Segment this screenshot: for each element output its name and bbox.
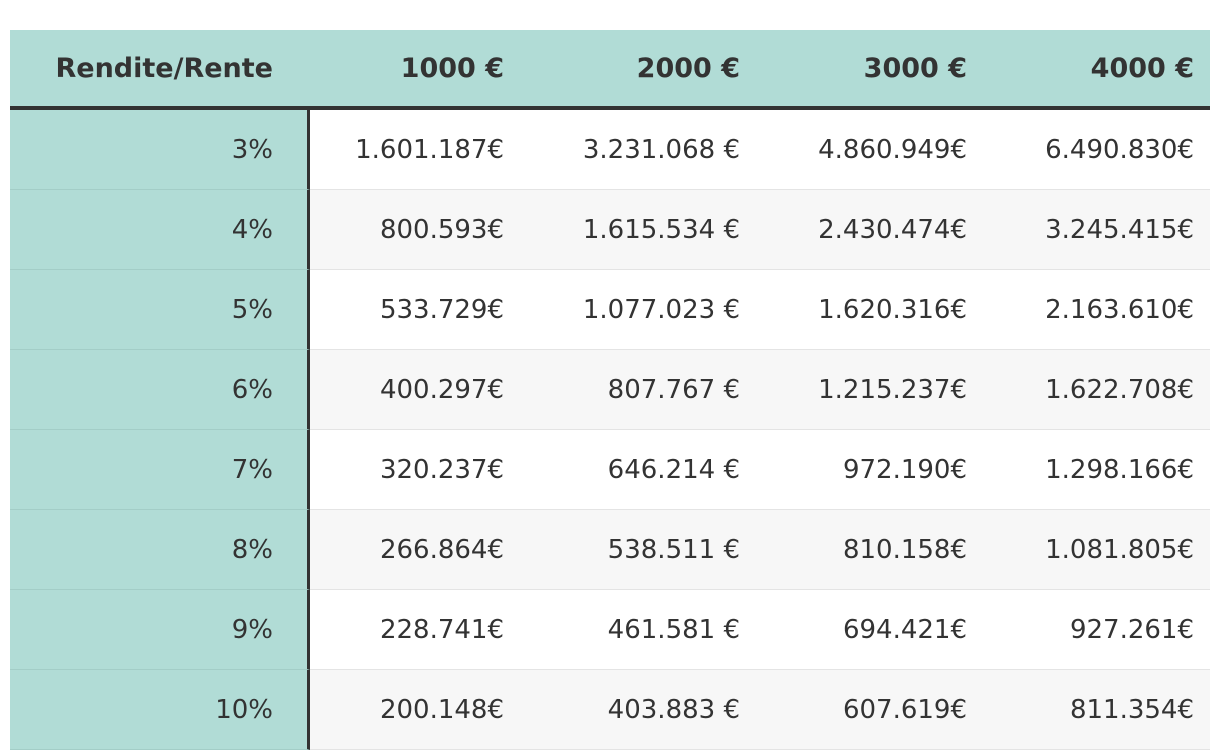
row-rate: 5% [10,270,310,350]
row-value-1000: 533.729€ [310,270,518,350]
row-value-1000: 228.741€ [310,590,518,670]
header-1000: 1000 € [400,52,504,84]
row-value-1000: 266.864€ [310,510,518,590]
row-rate: 3% [10,110,310,190]
row-value-4000: 1.081.805€ [981,510,1210,590]
row-rate: 8% [10,510,310,590]
row-value-4000: 3.245.415€ [981,190,1210,270]
row-value-3000: 1.215.237€ [754,350,981,430]
row-rate: 9% [10,590,310,670]
row-value-4000: 2.163.610€ [981,270,1210,350]
table-row: 3% 1.601.187€ 3.231.068 € 4.860.949€ 6.4… [10,110,1210,190]
row-value-4000: 927.261€ [981,590,1210,670]
row-value-3000: 4.860.949€ [754,110,981,190]
row-value-2000: 461.581 € [518,590,754,670]
row-value-2000: 538.511 € [518,510,754,590]
row-rate: 4% [10,190,310,270]
table-row: 10% 200.148€ 403.883 € 607.619€ 811.354€ [10,670,1210,750]
table-row: 8% 266.864€ 538.511 € 810.158€ 1.081.805… [10,510,1210,590]
table-row: 9% 228.741€ 461.581 € 694.421€ 927.261€ [10,590,1210,670]
annuity-table: Rendite/Rente 1000 € 2000 € 3000 € 4000 … [10,30,1210,750]
row-rate: 6% [10,350,310,430]
header-4000: 4000 € [1090,52,1194,84]
row-value-1000: 200.148€ [310,670,518,750]
row-rate: 10% [10,670,310,750]
row-value-1000: 1.601.187€ [310,110,518,190]
row-value-3000: 2.430.474€ [754,190,981,270]
row-value-4000: 1.622.708€ [981,350,1210,430]
row-value-2000: 646.214 € [518,430,754,510]
row-value-2000: 3.231.068 € [518,110,754,190]
row-value-2000: 807.767 € [518,350,754,430]
row-rate: 7% [10,430,310,510]
row-value-2000: 1.077.023 € [518,270,754,350]
table-row: 6% 400.297€ 807.767 € 1.215.237€ 1.622.7… [10,350,1210,430]
table-header-row: Rendite/Rente 1000 € 2000 € 3000 € 4000 … [10,30,1210,110]
row-value-2000: 403.883 € [518,670,754,750]
row-value-3000: 810.158€ [754,510,981,590]
row-value-3000: 1.620.316€ [754,270,981,350]
header-2000: 2000 € [636,52,740,84]
row-value-1000: 400.297€ [310,350,518,430]
table-row: 4% 800.593€ 1.615.534 € 2.430.474€ 3.245… [10,190,1210,270]
table-row: 7% 320.237€ 646.214 € 972.190€ 1.298.166… [10,430,1210,510]
row-value-3000: 694.421€ [754,590,981,670]
table-row: 5% 533.729€ 1.077.023 € 1.620.316€ 2.163… [10,270,1210,350]
header-3000: 3000 € [863,52,967,84]
row-value-4000: 6.490.830€ [981,110,1210,190]
row-value-1000: 800.593€ [310,190,518,270]
row-value-4000: 1.298.166€ [981,430,1210,510]
row-value-3000: 607.619€ [754,670,981,750]
row-value-1000: 320.237€ [310,430,518,510]
row-value-3000: 972.190€ [754,430,981,510]
row-value-4000: 811.354€ [981,670,1210,750]
row-value-2000: 1.615.534 € [518,190,754,270]
header-rendite-rente: Rendite/Rente [55,52,273,84]
